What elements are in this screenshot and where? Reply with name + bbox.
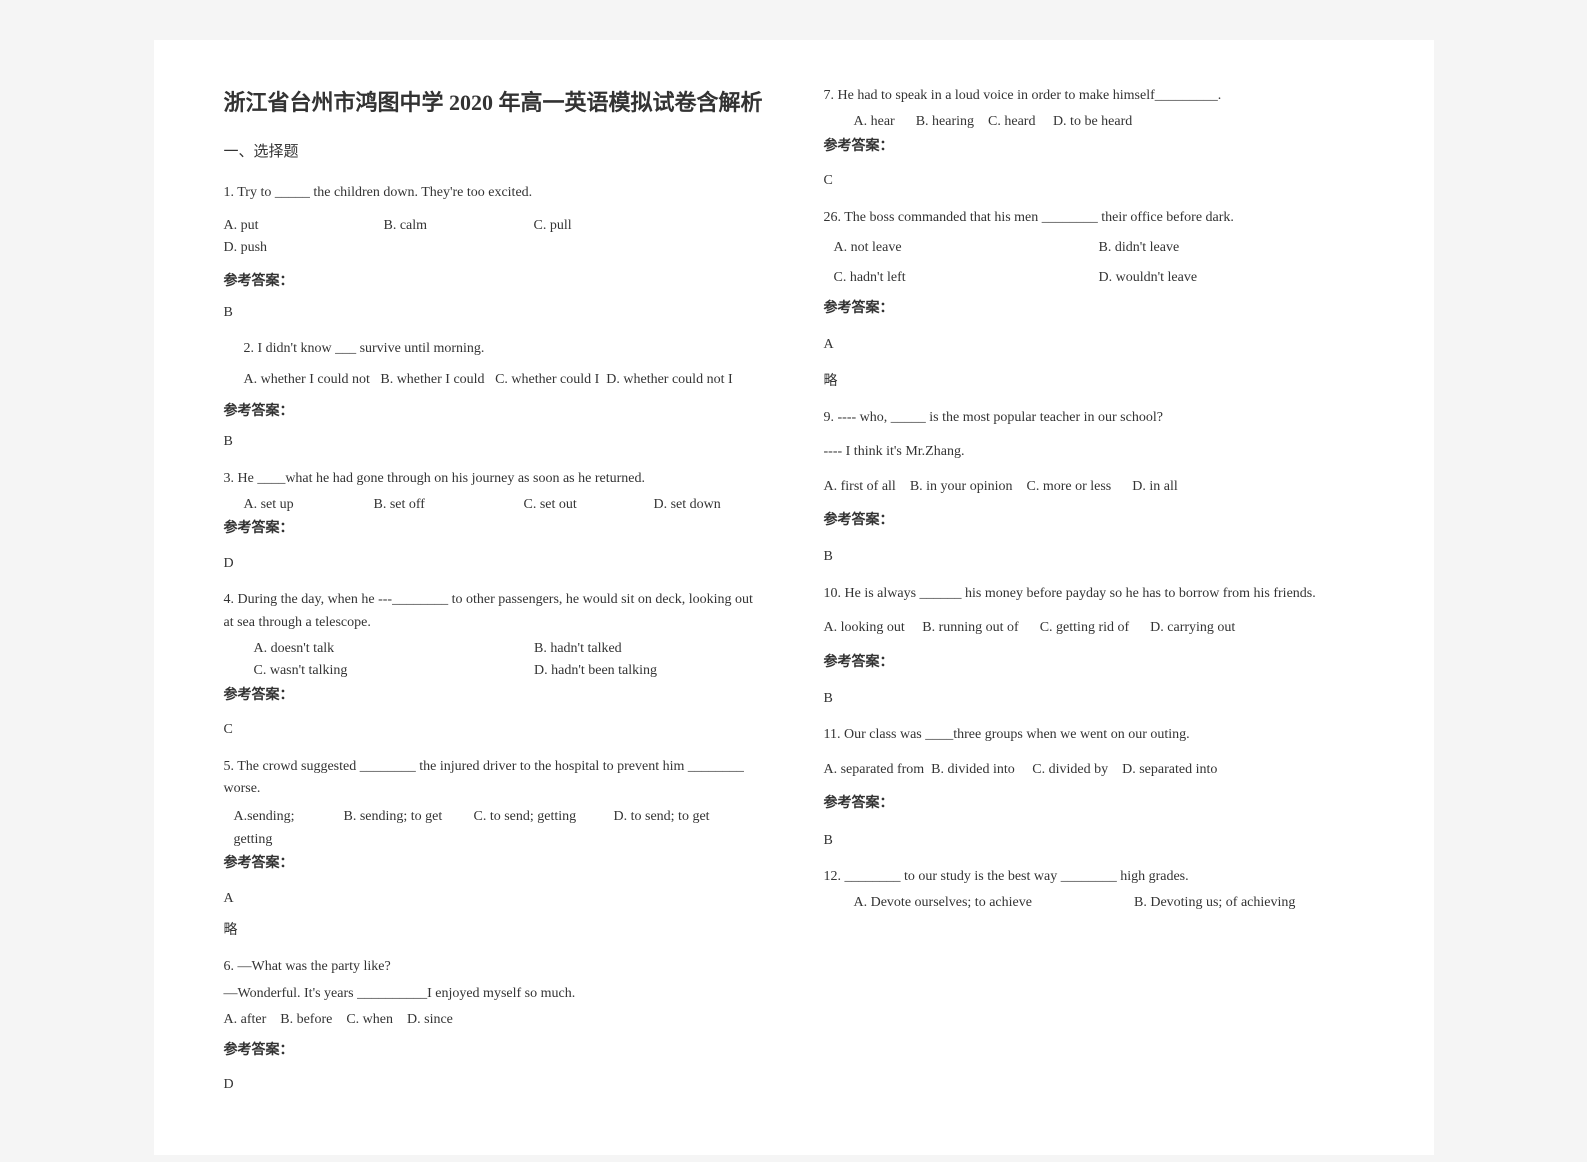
right-column: 7. He had to speak in a loud voice in or… (824, 85, 1364, 1110)
question-10: 10. He is always ______ his money before… (824, 583, 1364, 711)
q7-options: A. hear B. hearing C. heard D. to be hea… (854, 111, 1364, 133)
q6-stem1: 6. —What was the party like? (224, 956, 764, 978)
page: 浙江省台州市鸿图中学 2020 年高一英语模拟试卷含解析 一、选择题 1. Tr… (154, 40, 1434, 1155)
question-8: 26. The boss commanded that his men ____… (824, 207, 1364, 393)
q2-opt-a: A. whether I could not (244, 372, 370, 387)
q1-opt-c: C. pull (534, 215, 714, 237)
q4-opt-c: C. wasn't talking (254, 660, 535, 682)
q8-opt-c: C. hadn't left (834, 267, 1099, 289)
q2-opt-b: B. whether I could (380, 372, 484, 387)
q1-opt-b: B. calm (384, 215, 534, 237)
q4-opt-b: B. hadn't talked (534, 638, 622, 660)
question-9: 9. ---- who, _____ is the most popular t… (824, 407, 1364, 569)
q4-opt-a: A. doesn't talk (254, 638, 535, 660)
q10-options: A. looking out B. running out of C. gett… (824, 617, 1364, 639)
q4-opt-d: D. hadn't been talking (534, 660, 657, 682)
q8-omit: 略 (824, 371, 1364, 393)
q9-answer-label: 参考答案： (824, 510, 1364, 532)
q12-opt-a: A. Devote ourselves; to achieve (854, 892, 1135, 914)
question-5: 5. The crowd suggested ________ the inju… (224, 756, 764, 943)
q6-stem2: —Wonderful. It's years __________I enjoy… (224, 983, 764, 1005)
q11-stem: 11. Our class was ____three groups when … (824, 724, 1364, 746)
q10-stem: 10. He is always ______ his money before… (824, 583, 1364, 605)
q2-stem: 2. I didn't know ___ survive until morni… (224, 338, 764, 360)
section-heading: 一、选择题 (224, 140, 764, 164)
q12-opt-b: B. Devoting us; of achieving (1134, 892, 1295, 914)
q4-answer-label: 参考答案： (224, 685, 764, 707)
q5-answer: A (224, 888, 764, 910)
q5-opt-b: B. sending; to get (344, 806, 474, 851)
q3-opt-c: C. set out (524, 494, 654, 516)
q5-opt-c: C. to send; getting (474, 806, 614, 851)
q6-options: A. after B. before C. when D. since (224, 1009, 764, 1031)
q1-answer: B (224, 302, 764, 324)
q9-options: A. first of all B. in your opinion C. mo… (824, 476, 1364, 498)
q10-answer-label: 参考答案： (824, 652, 1364, 674)
q2-answer: B (224, 431, 764, 453)
q1-opt-d: D. push (224, 237, 308, 259)
q8-stem: 26. The boss commanded that his men ____… (824, 207, 1364, 229)
q11-answer-label: 参考答案： (824, 793, 1364, 815)
left-column: 浙江省台州市鸿图中学 2020 年高一英语模拟试卷含解析 一、选择题 1. Tr… (224, 85, 764, 1110)
q1-opt-a: A. put (224, 215, 384, 237)
q8-opt-b: B. didn't leave (1099, 237, 1364, 259)
q3-answer: D (224, 553, 764, 575)
q10-answer: B (824, 688, 1364, 710)
question-2: 2. I didn't know ___ survive until morni… (224, 338, 764, 454)
question-4: 4. During the day, when he ---________ t… (224, 589, 764, 741)
q7-answer-label: 参考答案： (824, 136, 1364, 158)
q5-opt-a: A.sending; getting (234, 806, 344, 851)
document-title: 浙江省台州市鸿图中学 2020 年高一英语模拟试卷含解析 (224, 85, 764, 120)
q7-answer: C (824, 170, 1364, 192)
q5-opt-d: D. to send; to get (614, 806, 750, 851)
question-1: 1. Try to _____ the children down. They'… (224, 182, 764, 324)
q4-answer: C (224, 719, 764, 741)
question-11: 11. Our class was ____three groups when … (824, 724, 1364, 852)
q3-answer-label: 参考答案： (224, 518, 764, 540)
q11-options: A. separated from B. divided into C. div… (824, 759, 1364, 781)
question-3: 3. He ____what he had gone through on hi… (224, 468, 764, 576)
q12-stem: 12. ________ to our study is the best wa… (824, 866, 1364, 888)
q2-opt-d: D. whether could not I (606, 372, 732, 387)
q3-opt-a: A. set up (244, 494, 374, 516)
q1-answer-label: 参考答案： (224, 271, 764, 293)
q4-stem: 4. During the day, when he ---________ t… (224, 589, 764, 634)
q7-stem: 7. He had to speak in a loud voice in or… (824, 85, 1364, 107)
q9-stem1: 9. ---- who, _____ is the most popular t… (824, 407, 1364, 429)
q5-stem: 5. The crowd suggested ________ the inju… (224, 756, 764, 801)
q2-answer-label: 参考答案： (224, 401, 764, 423)
q8-opt-d: D. wouldn't leave (1099, 267, 1364, 289)
q3-opt-d: D. set down (654, 494, 761, 516)
q9-answer: B (824, 546, 1364, 568)
q3-stem: 3. He ____what he had gone through on hi… (224, 468, 764, 490)
q1-stem: 1. Try to _____ the children down. They'… (224, 182, 764, 204)
q5-omit: 略 (224, 920, 764, 942)
q6-answer: D (224, 1074, 764, 1096)
q8-answer: A (824, 334, 1364, 356)
q8-opt-a: A. not leave (834, 237, 1099, 259)
q3-opt-b: B. set off (374, 494, 524, 516)
q2-opt-c: C. whether could I (495, 372, 599, 387)
question-6: 6. —What was the party like? —Wonderful.… (224, 956, 764, 1096)
q6-answer-label: 参考答案： (224, 1040, 764, 1062)
q11-answer: B (824, 830, 1364, 852)
q8-answer-label: 参考答案： (824, 298, 1364, 320)
q9-stem2: ---- I think it's Mr.Zhang. (824, 441, 1364, 463)
question-7: 7. He had to speak in a loud voice in or… (824, 85, 1364, 193)
question-12: 12. ________ to our study is the best wa… (824, 866, 1364, 915)
q5-answer-label: 参考答案： (224, 853, 764, 875)
